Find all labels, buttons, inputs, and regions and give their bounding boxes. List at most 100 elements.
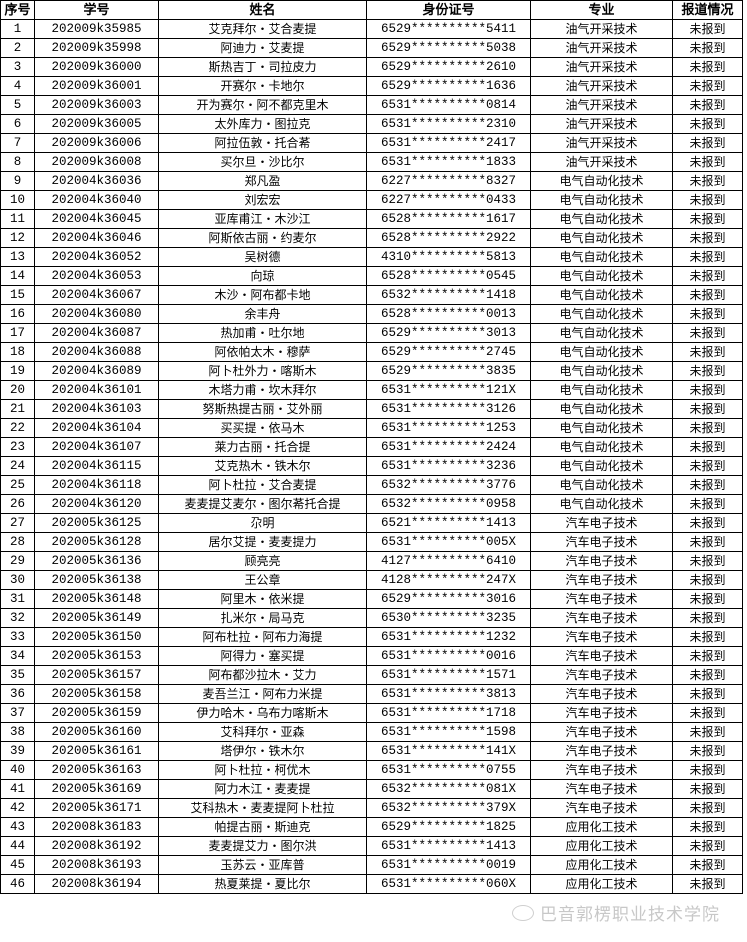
cell-major: 应用化工技术 xyxy=(530,874,673,894)
cell-index: 39 xyxy=(0,741,35,761)
table-row: 8 202009k36008 买尔旦・沙比尔 6531**********1833 油气… xyxy=(0,152,743,172)
cell-status: 未报到 xyxy=(672,760,743,780)
cell-status: 未报到 xyxy=(672,817,743,837)
cell-student-id: 202004k36107 xyxy=(34,437,159,457)
cell-index: 32 xyxy=(0,608,35,628)
table-row: 22 202004k36104 买买提・依马木 6531**********1253 电… xyxy=(0,418,743,438)
cell-student-id: 202005k36157 xyxy=(34,665,159,685)
cell-index: 46 xyxy=(0,874,35,894)
cell-index: 29 xyxy=(0,551,35,571)
table-row: 13 202004k36052 吴树德 4310**********5813 电气自动化… xyxy=(0,247,743,267)
table-row: 30 202005k36138 王公章 4128**********247X 汽车电子技… xyxy=(0,570,743,590)
cell-major: 电气自动化技术 xyxy=(530,247,673,267)
cell-name: 热夏莱提・夏比尔 xyxy=(158,874,367,894)
cell-index: 17 xyxy=(0,323,35,343)
cell-major: 油气开采技术 xyxy=(530,76,673,96)
enrollment-table: 序号 学号 姓名 身份证号 专业 报道情况 1 202009k35985 艾克拜尔・… xyxy=(0,0,743,894)
cell-student-id: 202004k36080 xyxy=(34,304,159,324)
cell-status: 未报到 xyxy=(672,513,743,533)
cell-name: 亚库甫江・木沙江 xyxy=(158,209,367,229)
cell-student-id: 202004k36040 xyxy=(34,190,159,210)
cell-major: 电气自动化技术 xyxy=(530,456,673,476)
cell-id-card: 6531**********2310 xyxy=(366,114,531,134)
table-row: 7 202009k36006 阿拉伍敦・托合莃 6531**********2417 油… xyxy=(0,133,743,153)
cell-name: 艾克热木・铁木尔 xyxy=(158,456,367,476)
cell-major: 油气开采技术 xyxy=(530,114,673,134)
cell-student-id: 202004k36088 xyxy=(34,342,159,362)
cell-index: 41 xyxy=(0,779,35,799)
cell-status: 未报到 xyxy=(672,171,743,191)
cell-major: 应用化工技术 xyxy=(530,836,673,856)
cell-index: 38 xyxy=(0,722,35,742)
cell-status: 未报到 xyxy=(672,57,743,77)
cell-major: 汽车电子技术 xyxy=(530,551,673,571)
table-row: 25 202004k36118 阿卜杜拉・艾合麦提 6532**********377… xyxy=(0,475,743,495)
cell-major: 电气自动化技术 xyxy=(530,228,673,248)
cell-name: 买尔旦・沙比尔 xyxy=(158,152,367,172)
cell-name: 斯热吉丁・司拉皮力 xyxy=(158,57,367,77)
cell-status: 未报到 xyxy=(672,855,743,875)
cell-student-id: 202004k36052 xyxy=(34,247,159,267)
wechat-icon xyxy=(512,904,534,921)
cell-index: 12 xyxy=(0,228,35,248)
cell-major: 电气自动化技术 xyxy=(530,380,673,400)
cell-major: 汽车电子技术 xyxy=(530,532,673,552)
cell-name: 伊力哈木・乌布力喀斯木 xyxy=(158,703,367,723)
cell-index: 14 xyxy=(0,266,35,286)
cell-student-id: 202009k36001 xyxy=(34,76,159,96)
table-row: 4 202009k36001 开赛尔・卡地尔 6529**********1636 油气… xyxy=(0,76,743,96)
cell-id-card: 6531**********0814 xyxy=(366,95,531,115)
cell-name: 艾科热木・麦麦提阿卜杜拉 xyxy=(158,798,367,818)
cell-id-card: 6531**********1598 xyxy=(366,722,531,742)
cell-status: 未报到 xyxy=(672,304,743,324)
cell-index: 5 xyxy=(0,95,35,115)
cell-index: 45 xyxy=(0,855,35,875)
cell-student-id: 202008k36194 xyxy=(34,874,159,894)
cell-student-id: 202005k36171 xyxy=(34,798,159,818)
cell-id-card: 6528**********0545 xyxy=(366,266,531,286)
table-row: 6 202009k36005 太外库力・图拉克 6531**********2310 油… xyxy=(0,114,743,134)
cell-major: 电气自动化技术 xyxy=(530,399,673,419)
cell-name: 吴树德 xyxy=(158,247,367,267)
cell-major: 电气自动化技术 xyxy=(530,494,673,514)
cell-status: 未报到 xyxy=(672,247,743,267)
table-row: 28 202005k36128 居尔艾提・麦麦提力 6531**********005… xyxy=(0,532,743,552)
cell-student-id: 202005k36163 xyxy=(34,760,159,780)
cell-id-card: 6531**********1232 xyxy=(366,627,531,647)
table-row: 14 202004k36053 向琼 6528**********0545 电气自动化技… xyxy=(0,266,743,286)
cell-index: 43 xyxy=(0,817,35,837)
cell-status: 未报到 xyxy=(672,19,743,39)
cell-name: 帕提古丽・斯迪克 xyxy=(158,817,367,837)
cell-index: 15 xyxy=(0,285,35,305)
cell-major: 电气自动化技术 xyxy=(530,285,673,305)
cell-status: 未报到 xyxy=(672,836,743,856)
cell-status: 未报到 xyxy=(672,798,743,818)
cell-id-card: 6529**********2745 xyxy=(366,342,531,362)
cell-name: 阿布都沙拉木・艾力 xyxy=(158,665,367,685)
cell-name: 阿迪力・艾麦提 xyxy=(158,38,367,58)
cell-id-card: 6532**********0958 xyxy=(366,494,531,514)
cell-index: 44 xyxy=(0,836,35,856)
cell-major: 电气自动化技术 xyxy=(530,266,673,286)
cell-id-card: 6531**********1253 xyxy=(366,418,531,438)
cell-index: 34 xyxy=(0,646,35,666)
table-row: 16 202004k36080 余丰舟 6528**********0013 电气自动化… xyxy=(0,304,743,324)
cell-status: 未报到 xyxy=(672,266,743,286)
cell-name: 热加甫・吐尔地 xyxy=(158,323,367,343)
table-row: 42 202005k36171 艾科热木・麦麦提阿卜杜拉 6532**********… xyxy=(0,798,743,818)
cell-id-card: 6531**********3126 xyxy=(366,399,531,419)
cell-id-card: 6531**********141X xyxy=(366,741,531,761)
cell-student-id: 202005k36160 xyxy=(34,722,159,742)
cell-id-card: 6529**********2610 xyxy=(366,57,531,77)
cell-major: 汽车电子技术 xyxy=(530,627,673,647)
cell-major: 油气开采技术 xyxy=(530,38,673,58)
cell-major: 油气开采技术 xyxy=(530,57,673,77)
cell-index: 25 xyxy=(0,475,35,495)
cell-student-id: 202005k36149 xyxy=(34,608,159,628)
cell-student-id: 202005k36161 xyxy=(34,741,159,761)
cell-index: 2 xyxy=(0,38,35,58)
cell-name: 塔伊尔・铁木尔 xyxy=(158,741,367,761)
cell-index: 33 xyxy=(0,627,35,647)
table-row: 43 202008k36183 帕提古丽・斯迪克 6529**********1825… xyxy=(0,817,743,837)
cell-name: 扎米尔・局马克 xyxy=(158,608,367,628)
